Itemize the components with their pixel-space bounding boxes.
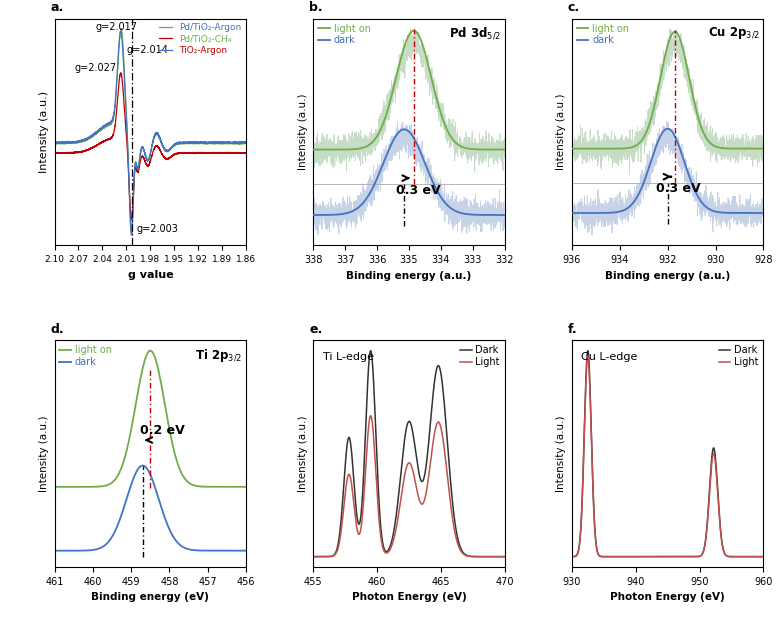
Text: b.: b. [309,1,323,14]
Pd/TiO₂-Argon [238,140,247,147]
TiO₂-Argon [50,139,59,146]
Text: e.: e. [309,323,323,336]
Text: Cu L-edge: Cu L-edge [581,352,638,362]
Legend: light on, dark: light on, dark [318,24,371,45]
Legend: Pd/TiO₂-Argon, Pd/TiO₂-CH₄, TiO₂-Argon: Pd/TiO₂-Argon, Pd/TiO₂-CH₄, TiO₂-Argon [159,23,241,55]
Pd/TiO₂-Argon [132,160,141,168]
X-axis label: Binding energy (a.u.): Binding energy (a.u.) [605,270,730,280]
Line: TiO₂-Argon: TiO₂-Argon [55,31,246,235]
Pd/TiO₂-Argon [83,135,93,143]
Legend: Dark, Light: Dark, Light [460,345,500,367]
Y-axis label: Intensity (a.u.): Intensity (a.u.) [298,93,308,170]
X-axis label: Binding energy (eV): Binding energy (eV) [91,592,210,602]
Text: a.: a. [51,1,64,14]
TiO₂-Argon [116,27,125,35]
Text: d.: d. [51,323,65,336]
Y-axis label: Intensity (a.u.): Intensity (a.u.) [556,93,566,170]
Pd/TiO₂-Argon [72,139,81,146]
Text: 0.2 eV: 0.2 eV [140,424,185,437]
X-axis label: g value: g value [128,270,173,280]
Pd/TiO₂-Argon [50,140,59,148]
Text: Cu 2p$_{3/2}$: Cu 2p$_{3/2}$ [707,26,760,41]
Text: g=2.014: g=2.014 [126,45,168,55]
TiO₂-Argon [241,139,251,146]
TiO₂-Argon [217,138,227,146]
Pd/TiO₂-CH₄ [217,149,227,156]
X-axis label: Binding energy (a.u.): Binding energy (a.u.) [347,270,471,280]
TiO₂-Argon [72,138,81,145]
Text: g=2.017: g=2.017 [96,22,138,32]
Text: c.: c. [568,1,580,14]
Pd/TiO₂-CH₄ [116,69,125,77]
Text: g=2.027: g=2.027 [74,63,116,73]
Line: Pd/TiO₂-Argon: Pd/TiO₂-Argon [55,29,246,231]
Legend: light on, dark: light on, dark [59,345,112,367]
Pd/TiO₂-CH₄ [238,150,247,157]
Y-axis label: Intensity (a.u.): Intensity (a.u.) [298,416,308,492]
Y-axis label: Intensity (a.u.): Intensity (a.u.) [39,91,49,173]
Text: f.: f. [568,323,577,336]
Text: Pd 3d$_{5/2}$: Pd 3d$_{5/2}$ [449,26,501,41]
Y-axis label: Intensity (a.u.): Intensity (a.u.) [556,416,566,492]
Text: 0.3 eV: 0.3 eV [397,184,441,197]
X-axis label: Photon Energy (eV): Photon Energy (eV) [610,592,725,602]
Pd/TiO₂-Argon [117,26,126,33]
Text: 0.3 eV: 0.3 eV [656,182,701,195]
Pd/TiO₂-CH₄ [72,149,81,156]
Y-axis label: Intensity (a.u.): Intensity (a.u.) [39,416,49,492]
Pd/TiO₂-Argon [241,140,251,147]
TiO₂-Argon [127,231,136,239]
TiO₂-Argon [123,153,132,161]
Line: Pd/TiO₂-CH₄: Pd/TiO₂-CH₄ [55,73,246,220]
Pd/TiO₂-Argon [127,227,136,235]
TiO₂-Argon [132,161,141,168]
Pd/TiO₂-CH₄ [132,165,141,173]
Pd/TiO₂-CH₄ [127,216,136,224]
Pd/TiO₂-Argon [217,140,227,147]
TiO₂-Argon [238,139,247,146]
Pd/TiO₂-CH₄ [241,149,251,156]
Pd/TiO₂-CH₄ [83,146,93,154]
Pd/TiO₂-CH₄ [123,159,132,166]
X-axis label: Photon Energy (eV): Photon Energy (eV) [351,592,467,602]
Pd/TiO₂-CH₄ [50,150,59,157]
Legend: light on, dark: light on, dark [576,24,629,45]
Text: Ti 2p$_{3/2}$: Ti 2p$_{3/2}$ [196,347,242,364]
Legend: Dark, Light: Dark, Light [718,345,759,367]
TiO₂-Argon [83,135,93,143]
Pd/TiO₂-Argon [123,150,132,158]
Text: g=2.003: g=2.003 [137,224,178,234]
Text: Ti L-edge: Ti L-edge [323,352,374,362]
